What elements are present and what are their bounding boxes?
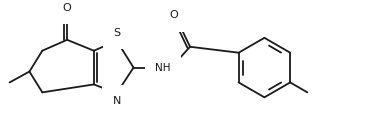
Text: N: N <box>113 96 122 106</box>
Text: O: O <box>170 10 179 21</box>
Text: NH: NH <box>155 63 171 73</box>
Text: O: O <box>63 3 71 13</box>
Text: S: S <box>114 28 121 38</box>
